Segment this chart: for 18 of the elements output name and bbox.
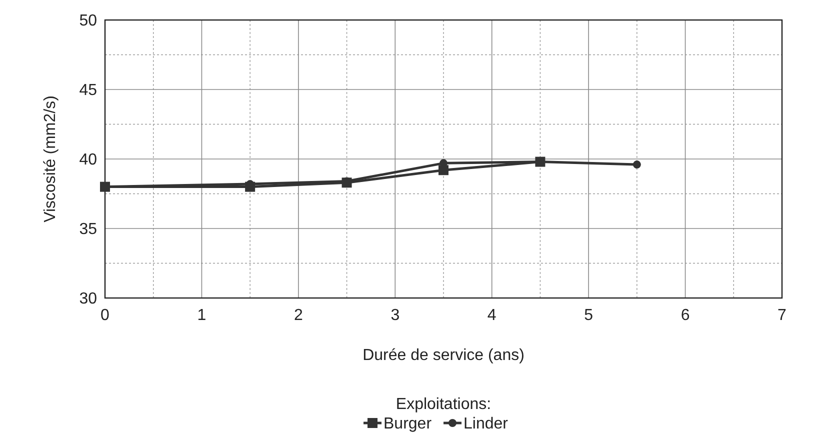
y-tick-label: 45 bbox=[79, 82, 98, 100]
x-tick-label: 2 bbox=[294, 307, 303, 324]
legend-title: Exploitations: bbox=[396, 396, 492, 413]
x-tick-label: 3 bbox=[390, 307, 400, 324]
x-axis-title: Durée de service (ans) bbox=[362, 347, 524, 364]
y-tick-label: 35 bbox=[79, 221, 98, 238]
y-tick-label: 50 bbox=[79, 12, 98, 30]
y-axis-title: Viscosité (mm2/s) bbox=[42, 96, 59, 222]
x-tick-label: 7 bbox=[778, 307, 787, 324]
x-tick-label: 6 bbox=[680, 307, 690, 324]
legend-label: Burger bbox=[384, 416, 432, 433]
x-tick-label: 0 bbox=[100, 307, 110, 324]
x-tick-label: 4 bbox=[487, 307, 496, 324]
x-tick-label: 5 bbox=[584, 307, 594, 324]
y-tick-label: 40 bbox=[79, 152, 98, 169]
x-tick-label: 1 bbox=[197, 307, 206, 324]
legend-label: Linder bbox=[464, 416, 509, 433]
y-tick-label: 30 bbox=[79, 290, 98, 308]
